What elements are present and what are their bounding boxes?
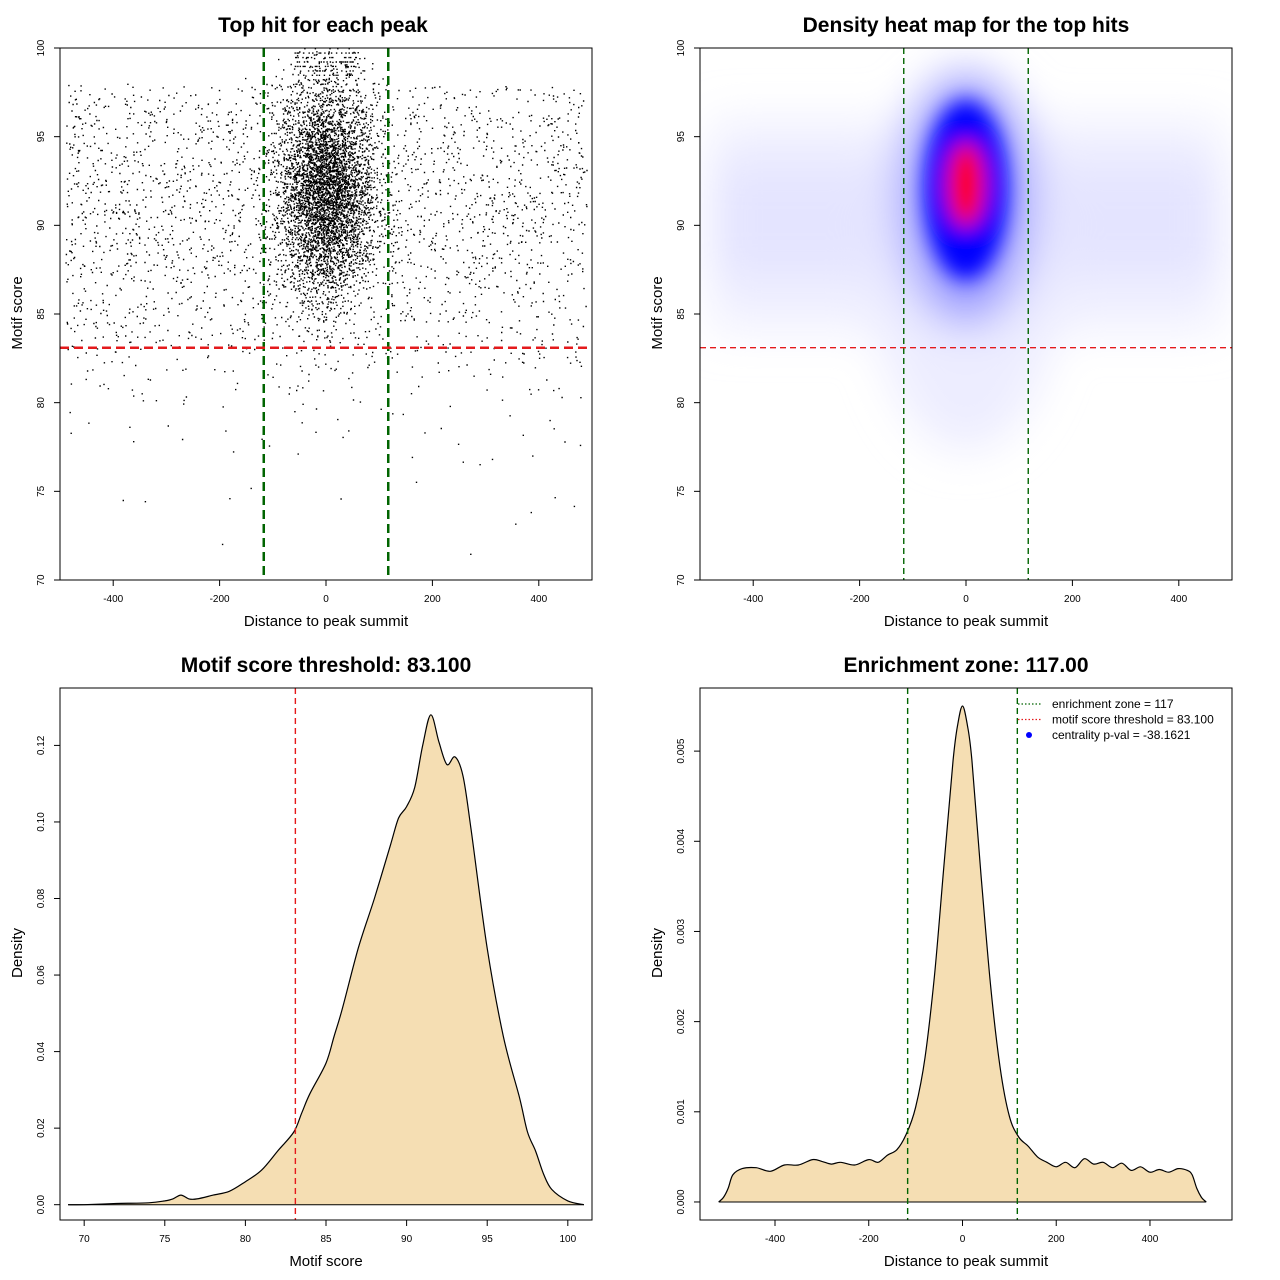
y-tick-label: 0.12 <box>36 735 47 755</box>
panel-scatter: Top hit for each peak -400 -200 0 200 400 70 7… <box>9 14 593 630</box>
y-axis-label: Density <box>9 927 26 978</box>
panel-distance-density: Enrichment zone: 117.00 -400 -200 0 200 400 0… <box>649 654 1233 1270</box>
y-tick-label: 75 <box>676 485 687 497</box>
x-tick-label: 400 <box>1142 1234 1159 1245</box>
y-tick-label: 85 <box>36 308 47 320</box>
chart-title: Top hit for each peak <box>218 14 428 37</box>
x-tick-label: 200 <box>1048 1234 1065 1245</box>
density-line <box>68 714 585 1206</box>
x-tick-label: 0 <box>323 594 329 605</box>
y-tick-label: 90 <box>36 219 47 231</box>
y-tick-label: 0.02 <box>36 1118 47 1138</box>
y-tick-label: 0.003 <box>676 919 687 944</box>
axes: -400 -200 0 200 400 0.000 0.001 0.002 0.003 0.004… <box>676 687 1233 1245</box>
y-tick-label: 0.04 <box>36 1041 47 1061</box>
x-axis-label: Motif score <box>289 1253 362 1270</box>
y-tick-label: 75 <box>36 485 47 497</box>
x-tick-label: 0 <box>960 1234 966 1245</box>
panel-heatmap: Density heat map for the top hits -400 -2… <box>649 14 1233 630</box>
y-tick-label: 0.00 <box>36 1195 47 1215</box>
x-tick-label: 200 <box>424 594 441 605</box>
density-line <box>718 705 1207 1203</box>
y-tick-label: 95 <box>36 131 47 143</box>
x-tick-label: 200 <box>1064 594 1081 605</box>
x-axis-label: Distance to peak summit <box>244 613 409 630</box>
x-tick-label: -200 <box>210 594 230 605</box>
x-tick-label: -200 <box>850 594 870 605</box>
y-tick-label: 0.001 <box>676 1099 687 1124</box>
x-tick-label: 100 <box>559 1234 576 1245</box>
density-curve <box>718 705 1207 1203</box>
y-tick-label: 85 <box>676 308 687 320</box>
y-tick-label: 100 <box>676 39 687 56</box>
y-tick-label: 80 <box>676 397 687 409</box>
x-tick-label: 95 <box>482 1234 494 1245</box>
y-axis-label: Motif score <box>9 276 26 349</box>
y-tick-label: 100 <box>36 39 47 56</box>
x-tick-label: 85 <box>320 1234 332 1245</box>
legend-label: enrichment zone = 117 <box>1052 697 1174 711</box>
x-axis-label: Distance to peak summit <box>884 613 1049 630</box>
heatmap-density <box>700 48 1232 580</box>
heatmap-core-layer <box>924 99 1008 280</box>
y-tick-label: 0.08 <box>36 888 47 908</box>
legend-label: motif score threshold = 83.100 <box>1052 713 1214 727</box>
axes: -400 -200 0 200 400 70 75 80 85 90 95 100 <box>676 39 1233 605</box>
density-peak <box>948 142 984 227</box>
y-tick-label: 90 <box>676 219 687 231</box>
density-fill <box>68 714 584 1205</box>
legend: enrichment zone = 117 motif score thresho… <box>1018 697 1214 742</box>
axes: 70 75 80 85 90 95 100 0.00 0.02 0.04 0.06 0.08 0.10 0… <box>36 687 593 1245</box>
x-tick-label: 90 <box>401 1234 413 1245</box>
x-tick-label: -400 <box>743 594 763 605</box>
chart-title: Density heat map for the top hits <box>803 14 1130 37</box>
x-tick-label: 400 <box>1170 594 1187 605</box>
y-tick-label: 0.06 <box>36 965 47 985</box>
x-tick-label: -400 <box>765 1234 785 1245</box>
y-tick-label: 70 <box>36 574 47 586</box>
x-tick-label: 0 <box>963 594 969 605</box>
density-curve <box>68 714 585 1206</box>
y-tick-label: 0.002 <box>676 1009 687 1034</box>
x-tick-label: 80 <box>240 1234 252 1245</box>
density-fill <box>718 706 1207 1202</box>
scatter-point <box>65 48 588 555</box>
panel-score-density: Motif score threshold: 83.100 70 75 80 85 90… <box>9 654 593 1270</box>
y-tick-label: 70 <box>676 574 687 586</box>
y-tick-label: 95 <box>676 131 687 143</box>
y-tick-label: 0.004 <box>676 828 687 853</box>
x-tick-label: 400 <box>530 594 547 605</box>
chart-title: Motif score threshold: 83.100 <box>181 654 472 677</box>
legend-point-marker <box>1026 732 1032 738</box>
y-axis-label: Density <box>649 927 666 978</box>
x-tick-label: 75 <box>159 1234 171 1245</box>
y-tick-label: 0.005 <box>676 738 687 763</box>
x-tick-label: -400 <box>103 594 123 605</box>
axes: -400 -200 0 200 400 70 75 80 85 90 95 100 <box>36 39 593 605</box>
y-axis-label: Motif score <box>649 276 666 349</box>
legend-label: centrality p-val = -38.1621 <box>1052 728 1191 742</box>
plot-frame <box>699 687 1233 1221</box>
y-tick-label: 80 <box>36 397 47 409</box>
y-tick-label: 0.10 <box>36 812 47 832</box>
chart-title: Enrichment zone: 117.00 <box>843 654 1088 677</box>
x-tick-label: 70 <box>79 1234 91 1245</box>
scatter-points <box>65 48 588 555</box>
x-tick-label: -200 <box>859 1234 879 1245</box>
x-axis-label: Distance to peak summit <box>884 1253 1049 1270</box>
y-tick-label: 0.000 <box>676 1189 687 1214</box>
